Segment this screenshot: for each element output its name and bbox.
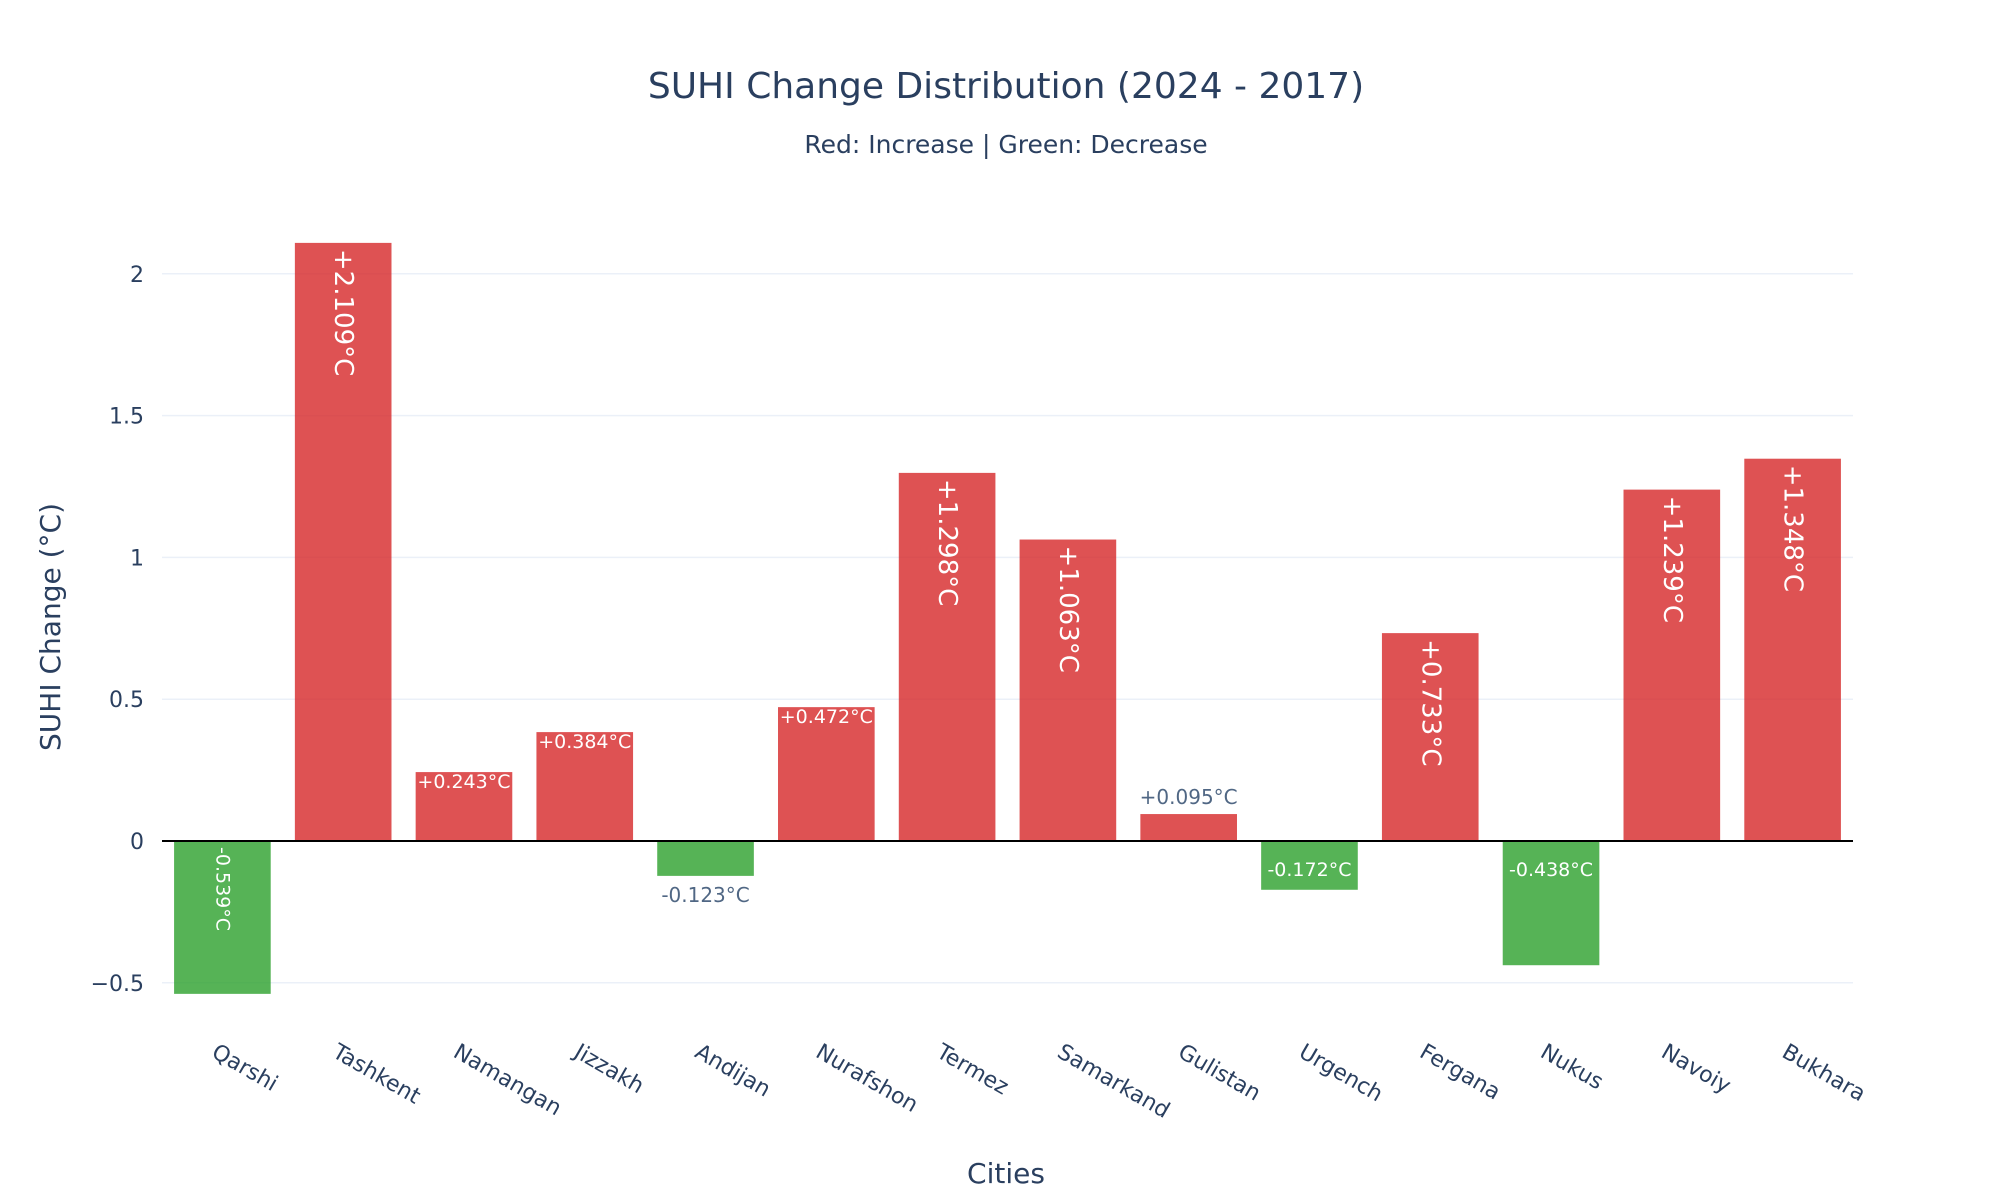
y-tick-label: 0 [130,830,144,855]
bar [1502,841,1600,966]
bar-data-label: -0.438°C [1509,859,1593,881]
y-tick-label: −0.5 [91,972,144,997]
x-tick-label: Andijan [691,1040,775,1103]
y-tick-label: 1 [130,546,144,571]
x-tick-label: Gulistan [1174,1040,1265,1107]
bar [778,707,875,841]
x-axis-ticks: Qarshi Tashkent Namangan Jizzakh Andijan Nura… [207,1039,1869,1124]
bar [1744,458,1841,841]
x-axis-title: Cities [967,1157,1045,1190]
x-tick-label: Navoiy [1657,1040,1735,1099]
bar-data-label: +0.095°C [1140,785,1238,809]
x-tick-label: Samarkand [1053,1040,1174,1124]
bar [294,242,392,842]
y-tick-label: 0.5 [109,688,144,713]
bar-data-label: +1.063°C [1053,546,1083,673]
bar [1623,489,1721,841]
y-axis-ticks: −0.5 0 0.5 1 1.5 2 [91,263,144,997]
bar [657,841,754,876]
x-tick-label: Bukhara [1778,1040,1870,1108]
bar-data-label: -0.172°C [1267,859,1351,881]
chart-subtitle: Red: Increase | Green: Decrease [804,130,1207,159]
y-tick-label: 2 [130,263,144,288]
x-tick-label: Namangan [449,1040,566,1122]
bar-data-label: +2.109°C [328,249,358,376]
bar-data-label: +0.243°C [417,771,510,793]
chart-title: SUHI Change Distribution (2024 - 2017) [648,66,1364,107]
x-tick-label: Termez [931,1039,1012,1100]
bar-data-label: +0.733°C [1415,639,1445,766]
x-tick-label: Nukus [1536,1040,1607,1096]
bars [174,242,1841,994]
bar [898,472,996,841]
x-tick-label: Urgench [1294,1040,1386,1108]
bar-data-label: -0.123°C [661,883,749,907]
bar-data-label: +1.239°C [1657,496,1687,623]
bar [415,772,513,841]
gridlines [162,273,1853,984]
x-tick-label: Fergana [1415,1040,1504,1106]
bar-data-label: +1.298°C [932,479,962,606]
bar-data-label: +1.348°C [1778,465,1808,592]
data-labels: -0.539°C +2.109°C +0.243°C +0.384°C -0.123°C… [211,249,1807,931]
y-axis-title: SUHI Change (°C) [34,503,67,751]
x-tick-label: Tashkent [327,1039,424,1110]
bar-data-label: +0.472°C [780,706,873,728]
x-tick-label: Qarshi [207,1040,281,1097]
bar [1019,539,1117,841]
bar-data-label: -0.539°C [211,847,233,931]
bar [174,841,271,994]
x-tick-label: Jizzakh [568,1039,648,1100]
bar [1381,633,1479,841]
bar-data-label: +0.384°C [538,731,631,753]
bar [1140,814,1237,841]
x-tick-label: Nurafshon [811,1040,922,1118]
y-tick-label: 1.5 [109,405,144,430]
bar [1261,841,1358,890]
bar [536,732,634,841]
